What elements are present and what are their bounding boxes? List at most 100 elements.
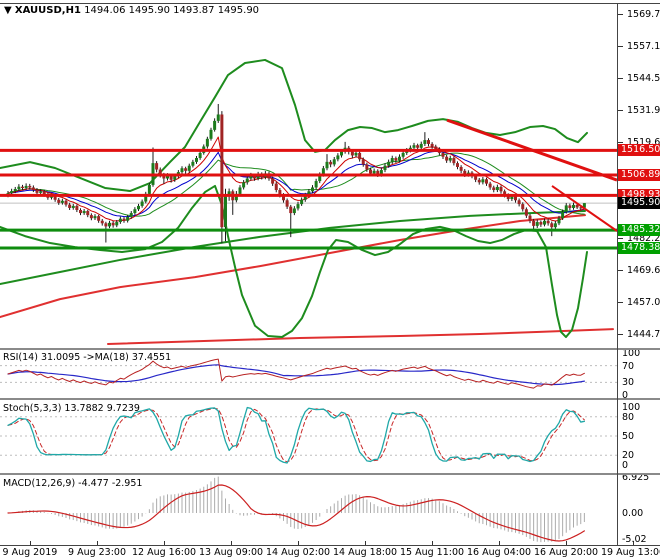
- candle-body: [361, 159, 365, 165]
- candle-body: [224, 196, 227, 228]
- candle-body: [303, 195, 307, 200]
- candle-body: [209, 129, 213, 139]
- rsi-ma-line: [7, 364, 585, 386]
- time-tick-label: 14 Aug 02:00: [266, 547, 331, 558]
- price-level-badge: 1485.32: [618, 224, 660, 237]
- chart-title: ▼ XAUUSD,H1 1494.06 1495.90 1493.87 1495…: [4, 5, 259, 16]
- candle-body: [314, 181, 318, 188]
- rsi-scale-label: 70: [622, 360, 635, 372]
- rsi-stoch-separator[interactable]: [0, 398, 660, 400]
- candle-body: [97, 216, 101, 221]
- candle-body: [365, 164, 369, 170]
- candle-body: [350, 151, 354, 156]
- symbol-dropdown-icon[interactable]: ▼: [4, 5, 12, 16]
- candle-body: [528, 215, 532, 221]
- sma20-line: [7, 152, 585, 217]
- candle-body: [21, 186, 24, 188]
- time-tick-dash: [566, 541, 567, 545]
- candle-body: [118, 218, 122, 223]
- time-tick-dash: [164, 541, 165, 545]
- candle-body: [169, 175, 173, 180]
- stoch-scale-label: 80: [622, 411, 635, 423]
- slow-green-ma-line: [0, 210, 586, 286]
- candle-body: [481, 179, 485, 183]
- time-tick-dash: [432, 541, 433, 545]
- slow-red-ma-line: [0, 214, 586, 319]
- stoch-macd-separator[interactable]: [0, 473, 660, 475]
- candle-body: [524, 209, 528, 216]
- candle-body: [492, 187, 496, 191]
- price-tick-dash: [618, 302, 623, 304]
- candle-body: [180, 168, 184, 173]
- candle-body: [191, 161, 195, 166]
- candle-body: [166, 175, 169, 179]
- candle-body: [535, 222, 539, 226]
- candle-body: [321, 168, 325, 175]
- time-tick-dash: [365, 541, 366, 545]
- candle-body: [285, 200, 289, 207]
- stoch-scale-label: 20: [622, 450, 635, 462]
- candle-body: [318, 174, 322, 182]
- candle-body: [220, 114, 224, 228]
- time-axis-border: [0, 545, 660, 546]
- candle-body: [557, 218, 561, 224]
- macd-scale-label: 0.00: [622, 508, 644, 519]
- candle-body: [485, 179, 488, 184]
- descending-trendline[interactable]: [551, 185, 617, 232]
- candle-body: [137, 205, 140, 210]
- macd-scale-label: -5.02: [622, 534, 647, 546]
- price-tick-dash: [618, 78, 623, 80]
- candle-body: [42, 191, 46, 195]
- time-tick-dash: [298, 541, 299, 545]
- candle-body: [477, 179, 481, 183]
- candle-body: [126, 216, 130, 221]
- candle-body: [64, 200, 68, 205]
- bollinger-upper-band: [0, 58, 588, 193]
- candle-body: [100, 220, 104, 224]
- candle-body: [155, 163, 159, 170]
- candle-body: [561, 211, 565, 219]
- price-level-badge: 1495.90: [618, 197, 660, 210]
- main-rsi-separator[interactable]: [0, 348, 660, 350]
- price-tick-label: 1544.50: [627, 73, 660, 85]
- candle-body: [506, 195, 510, 199]
- candle-body: [39, 191, 43, 193]
- candle-body: [86, 211, 90, 216]
- candle-body: [582, 203, 586, 208]
- ohlc-values: 1494.06 1495.90 1493.87 1495.90: [84, 5, 260, 16]
- candle-body: [162, 174, 166, 179]
- candle-body: [379, 170, 383, 175]
- candle-body: [369, 169, 372, 174]
- candle-body: [296, 204, 300, 209]
- time-tick-dash: [499, 541, 500, 545]
- candle-body: [140, 201, 144, 206]
- macd-panel: [7, 476, 585, 543]
- macd-scale-label: 6.925: [622, 471, 650, 483]
- stoch-indicator-label: Stoch(5,3,3) 13.7882 9.7239: [3, 403, 140, 414]
- candle-body: [75, 205, 79, 211]
- candle-body: [354, 152, 358, 156]
- candle-body: [17, 186, 21, 190]
- candle-body: [452, 158, 456, 164]
- rsi-indicator-label: RSI(14) 31.0095 ->MA(18) 37.4551: [3, 352, 172, 363]
- candle-body: [572, 204, 575, 208]
- macd-indicator-label: MACD(12,26,9) -4.477 -2.951: [3, 478, 143, 489]
- candle-body: [376, 170, 380, 175]
- main-chart-layer[interactable]: [0, 58, 617, 345]
- candle-body: [79, 210, 82, 214]
- candle-body: [274, 183, 278, 191]
- candle-body: [575, 204, 579, 208]
- price-tick-dash: [618, 45, 623, 47]
- candle-body: [568, 205, 572, 208]
- price-tick-label: 1469.60: [627, 264, 660, 276]
- candle-body: [430, 143, 434, 147]
- candle-body: [245, 178, 249, 183]
- candle-body: [495, 186, 499, 191]
- candle-body: [147, 184, 151, 194]
- flat-red-ma-line: [107, 328, 614, 345]
- price-tick-dash: [618, 110, 623, 112]
- time-tick-label: 16 Aug 20:00: [534, 547, 599, 558]
- price-tick-dash: [618, 141, 623, 143]
- descending-trendline[interactable]: [446, 118, 617, 182]
